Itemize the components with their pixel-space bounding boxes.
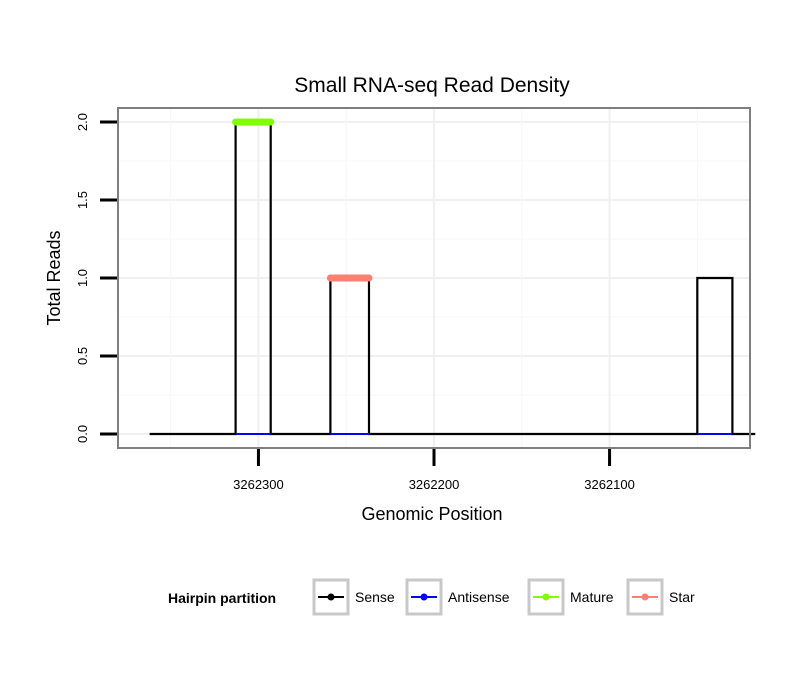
legend: Hairpin partition Sense Antisense Mature St… bbox=[168, 578, 695, 616]
y-tick-label: 0.5 bbox=[75, 347, 90, 365]
grid-lines bbox=[118, 108, 750, 448]
legend-key-dot bbox=[327, 593, 335, 601]
y-axis-title: Total Reads bbox=[44, 230, 64, 325]
legend-label-antisense: Antisense bbox=[448, 589, 510, 605]
x-axis-title: Genomic Position bbox=[361, 504, 502, 524]
legend-label-sense: Sense bbox=[355, 589, 395, 605]
chart-title: Small RNA-seq Read Density bbox=[294, 74, 570, 97]
x-axis: 3262300 3262200 3262100 bbox=[233, 449, 635, 492]
legend-label-mature: Mature bbox=[570, 589, 614, 605]
legend-key-dot bbox=[420, 593, 428, 601]
legend-label-star: Star bbox=[669, 589, 695, 605]
x-tick-label: 3262200 bbox=[409, 477, 460, 492]
legend-title: Hairpin partition bbox=[168, 590, 276, 606]
y-tick-label: 1.0 bbox=[75, 269, 90, 287]
legend-key-dot bbox=[641, 593, 649, 601]
y-tick-label: 0.0 bbox=[75, 425, 90, 443]
legend-key-dot bbox=[542, 593, 550, 601]
plot-border bbox=[117, 107, 751, 449]
y-tick-label: 1.5 bbox=[75, 191, 90, 209]
series-layer bbox=[149, 118, 756, 436]
x-tick-label: 3262300 bbox=[233, 477, 284, 492]
y-tick-label: 2.0 bbox=[75, 113, 90, 131]
y-axis: 0.0 0.5 1.0 1.5 2.0 bbox=[75, 113, 117, 443]
x-tick-label: 3262100 bbox=[584, 477, 635, 492]
